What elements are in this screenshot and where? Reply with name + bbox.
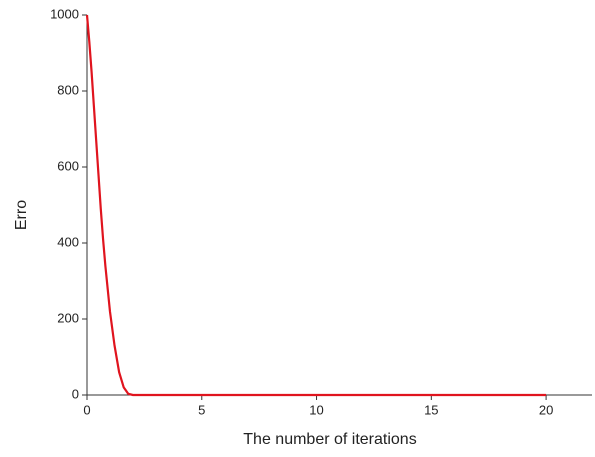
x-tick-label: 5 (198, 402, 205, 417)
y-tick-label: 1000 (50, 6, 79, 21)
y-tick-label: 800 (57, 82, 79, 97)
x-tick-label: 10 (309, 402, 323, 417)
x-tick-label: 20 (539, 402, 553, 417)
y-tick-label: 200 (57, 310, 79, 325)
y-axis-title: Erro (13, 200, 30, 230)
y-tick-label: 0 (72, 386, 79, 401)
x-tick-label: 0 (83, 402, 90, 417)
x-axis-title: The number of iterations (243, 431, 416, 448)
x-tick-label: 15 (424, 402, 438, 417)
y-tick-label: 600 (57, 158, 79, 173)
y-tick-label: 400 (57, 234, 79, 249)
series-line (85, 14, 547, 397)
